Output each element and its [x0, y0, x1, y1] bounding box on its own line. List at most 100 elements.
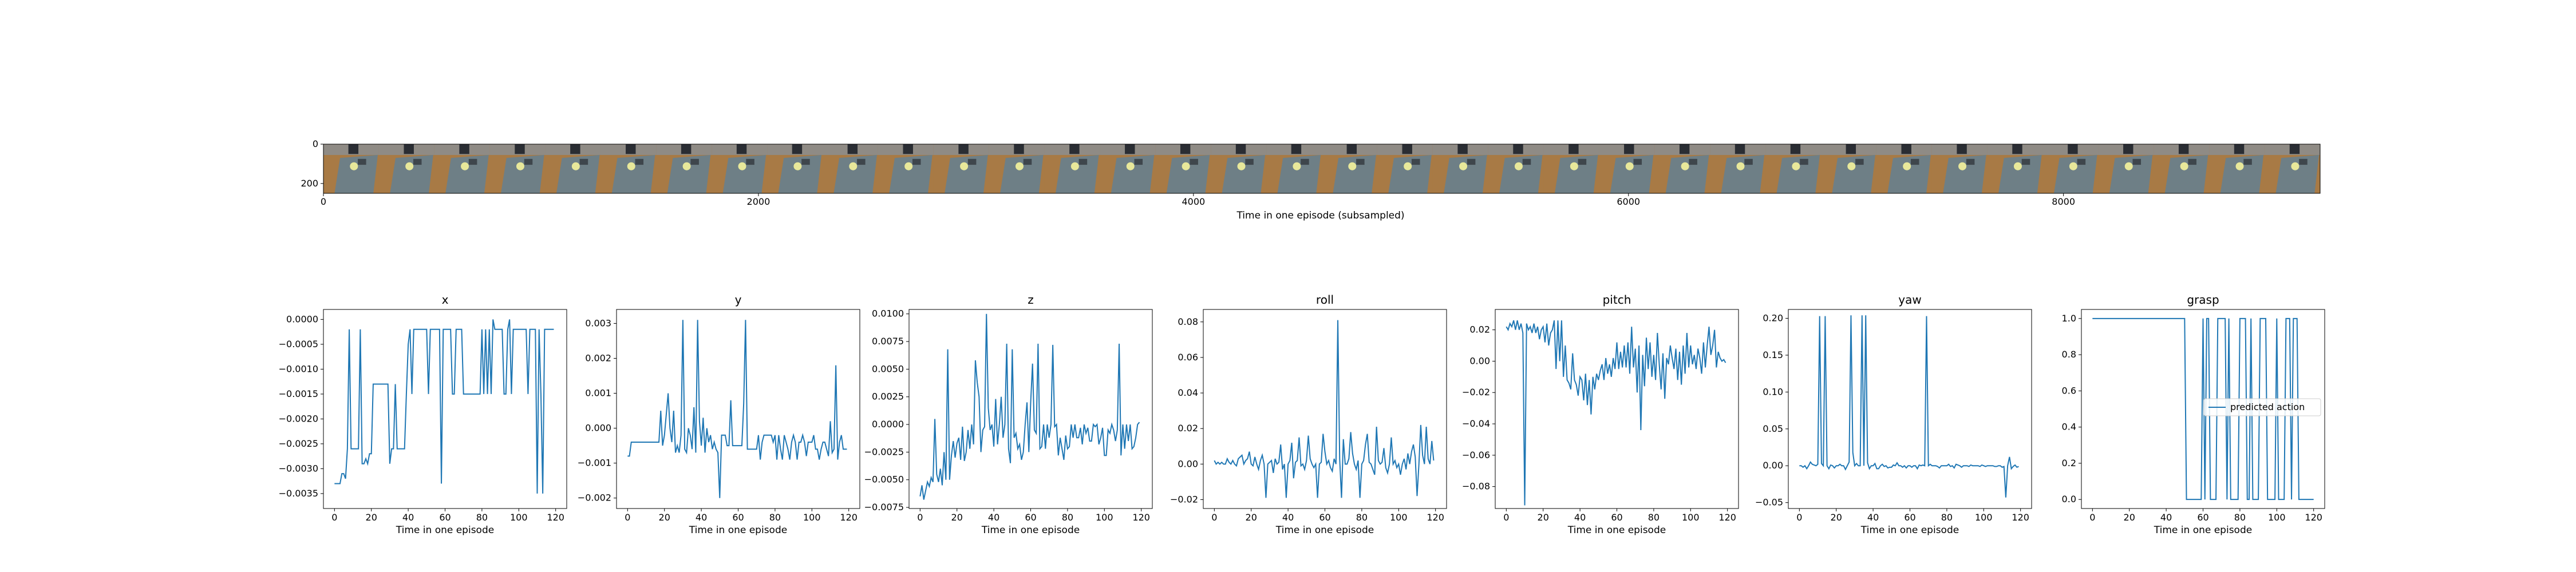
frame-gripper	[1966, 158, 1975, 165]
frame-robot-arm	[1735, 144, 1745, 154]
frame-robot-arm	[626, 144, 636, 154]
frame-robot-arm	[2289, 144, 2300, 154]
frame-gripper	[635, 158, 644, 165]
frame-object	[627, 162, 635, 170]
frame-gripper	[1134, 158, 1143, 165]
strip-frame	[1100, 144, 1156, 193]
frame-gripper	[801, 158, 810, 165]
frame-gripper	[2021, 158, 2030, 165]
x-axis-label: Time in one episode	[981, 525, 1080, 536]
frame-robot-arm	[459, 144, 469, 154]
y-tick-label: 0.002	[585, 352, 611, 363]
frame-robot-arm	[1125, 144, 1135, 154]
frame-gripper	[2299, 158, 2308, 165]
frame-object	[793, 162, 802, 170]
frame-gripper	[468, 158, 477, 165]
strip-frame	[878, 144, 934, 193]
y-tick-label: 0.02	[1178, 423, 1198, 434]
y-tick-label: 0.00	[1763, 460, 1783, 471]
strip-frame	[2209, 144, 2265, 193]
x-axis-label: Time in one episode	[1567, 525, 1666, 536]
frame-tray	[1111, 154, 1155, 193]
frame-gripper	[2188, 158, 2196, 165]
frame-robot-arm	[2068, 144, 2078, 154]
frame-tray	[1887, 154, 1931, 193]
strip-frame	[1765, 144, 1822, 193]
frame-tray	[1943, 154, 1986, 193]
strip-y-tick-label: 200	[301, 178, 318, 189]
y-tick-label: 1.0	[2062, 313, 2076, 324]
strip-frame	[767, 144, 823, 193]
strip-frame	[823, 144, 879, 193]
y-tick-label: 0.06	[1178, 352, 1198, 363]
y-tick-label: 0.0100	[872, 308, 904, 319]
strip-frame	[1821, 144, 1877, 193]
strip-frame	[1211, 144, 1267, 193]
frame-tray	[2053, 154, 2097, 193]
x-tick-label: 60	[2197, 512, 2208, 523]
frame-object	[2013, 162, 2022, 170]
frame-tray	[833, 154, 877, 193]
frame-gripper	[857, 158, 866, 165]
strip-frame	[1931, 144, 1988, 193]
series-line-x	[334, 319, 554, 494]
frame-tray	[1277, 154, 1321, 193]
frame-object	[461, 162, 469, 170]
y-tick-label: −0.02	[1170, 494, 1198, 505]
frame-object	[2291, 162, 2300, 170]
frame-object	[571, 162, 580, 170]
strip-x-tick-label: 6000	[1617, 196, 1640, 207]
x-axis-label: Time in one episode	[2154, 525, 2252, 536]
frame-gripper	[912, 158, 921, 165]
frame-robot-arm	[958, 144, 969, 154]
frame-object	[405, 162, 414, 170]
y-tick-label: 0.0075	[872, 336, 904, 347]
x-tick-label: 80	[1941, 512, 1953, 523]
frame-object	[1293, 162, 1301, 170]
subplot-roll: roll 0 20 40 60 80 100 120 0.08 0.06 0.04 0.02 0.00 −…	[1170, 293, 1447, 536]
frame-object	[1348, 162, 1357, 170]
x-tick-label: 20	[1246, 512, 1257, 523]
x-tick-label: 60	[439, 512, 451, 523]
subplot-z: z 0 20 40 60 80 100 120 0.0100 0.0075 0.0050 0.0025…	[864, 293, 1153, 536]
x-tick-label: 120	[840, 512, 858, 523]
frame-tray	[2164, 154, 2208, 193]
frame-object	[2069, 162, 2077, 170]
frame-tray	[2275, 154, 2320, 193]
x-tick-label: 100	[1390, 512, 1408, 523]
strip-frame	[656, 144, 712, 193]
y-tick-label: 0.00	[1178, 458, 1198, 469]
frame-robot-arm	[404, 144, 414, 154]
frame-object	[738, 162, 746, 170]
frame-tray	[667, 154, 711, 193]
frame-gripper	[1689, 158, 1697, 165]
strip-frame	[1155, 144, 1211, 193]
y-tick-label: −0.02	[1462, 387, 1490, 398]
frame-gripper	[1245, 158, 1254, 165]
frame-gripper	[1578, 158, 1587, 165]
y-tick-label: 0.4	[2062, 422, 2076, 432]
strip-x-tick-label: 8000	[2052, 196, 2075, 207]
y-tick-label: 0.0000	[286, 313, 318, 324]
frame-gripper	[746, 158, 754, 165]
frame-robot-arm	[736, 144, 747, 154]
y-tick-label: 0.20	[1763, 312, 1783, 323]
strip-frame	[2154, 144, 2210, 193]
frame-object	[1625, 162, 1634, 170]
frame-robot-arm	[570, 144, 580, 154]
strip-x-tick-label: 0	[321, 196, 326, 207]
x-tick-label: 20	[951, 512, 963, 523]
strip-frame	[600, 144, 657, 193]
frame-gripper	[1633, 158, 1642, 165]
y-tick-label: 0.0050	[872, 363, 904, 374]
y-tick-label: 0.6	[2062, 385, 2076, 396]
y-tick-label: 0.08	[1178, 316, 1198, 327]
x-axis-label: Time in one episode	[396, 525, 494, 536]
y-tick-label: −0.04	[1462, 418, 1490, 429]
strip-frame	[1876, 144, 1933, 193]
frame-gripper	[1023, 158, 1032, 165]
frame-tray	[501, 154, 544, 193]
strip-y-tick-label: 0	[313, 138, 318, 149]
x-tick-label: 120	[1718, 512, 1736, 523]
